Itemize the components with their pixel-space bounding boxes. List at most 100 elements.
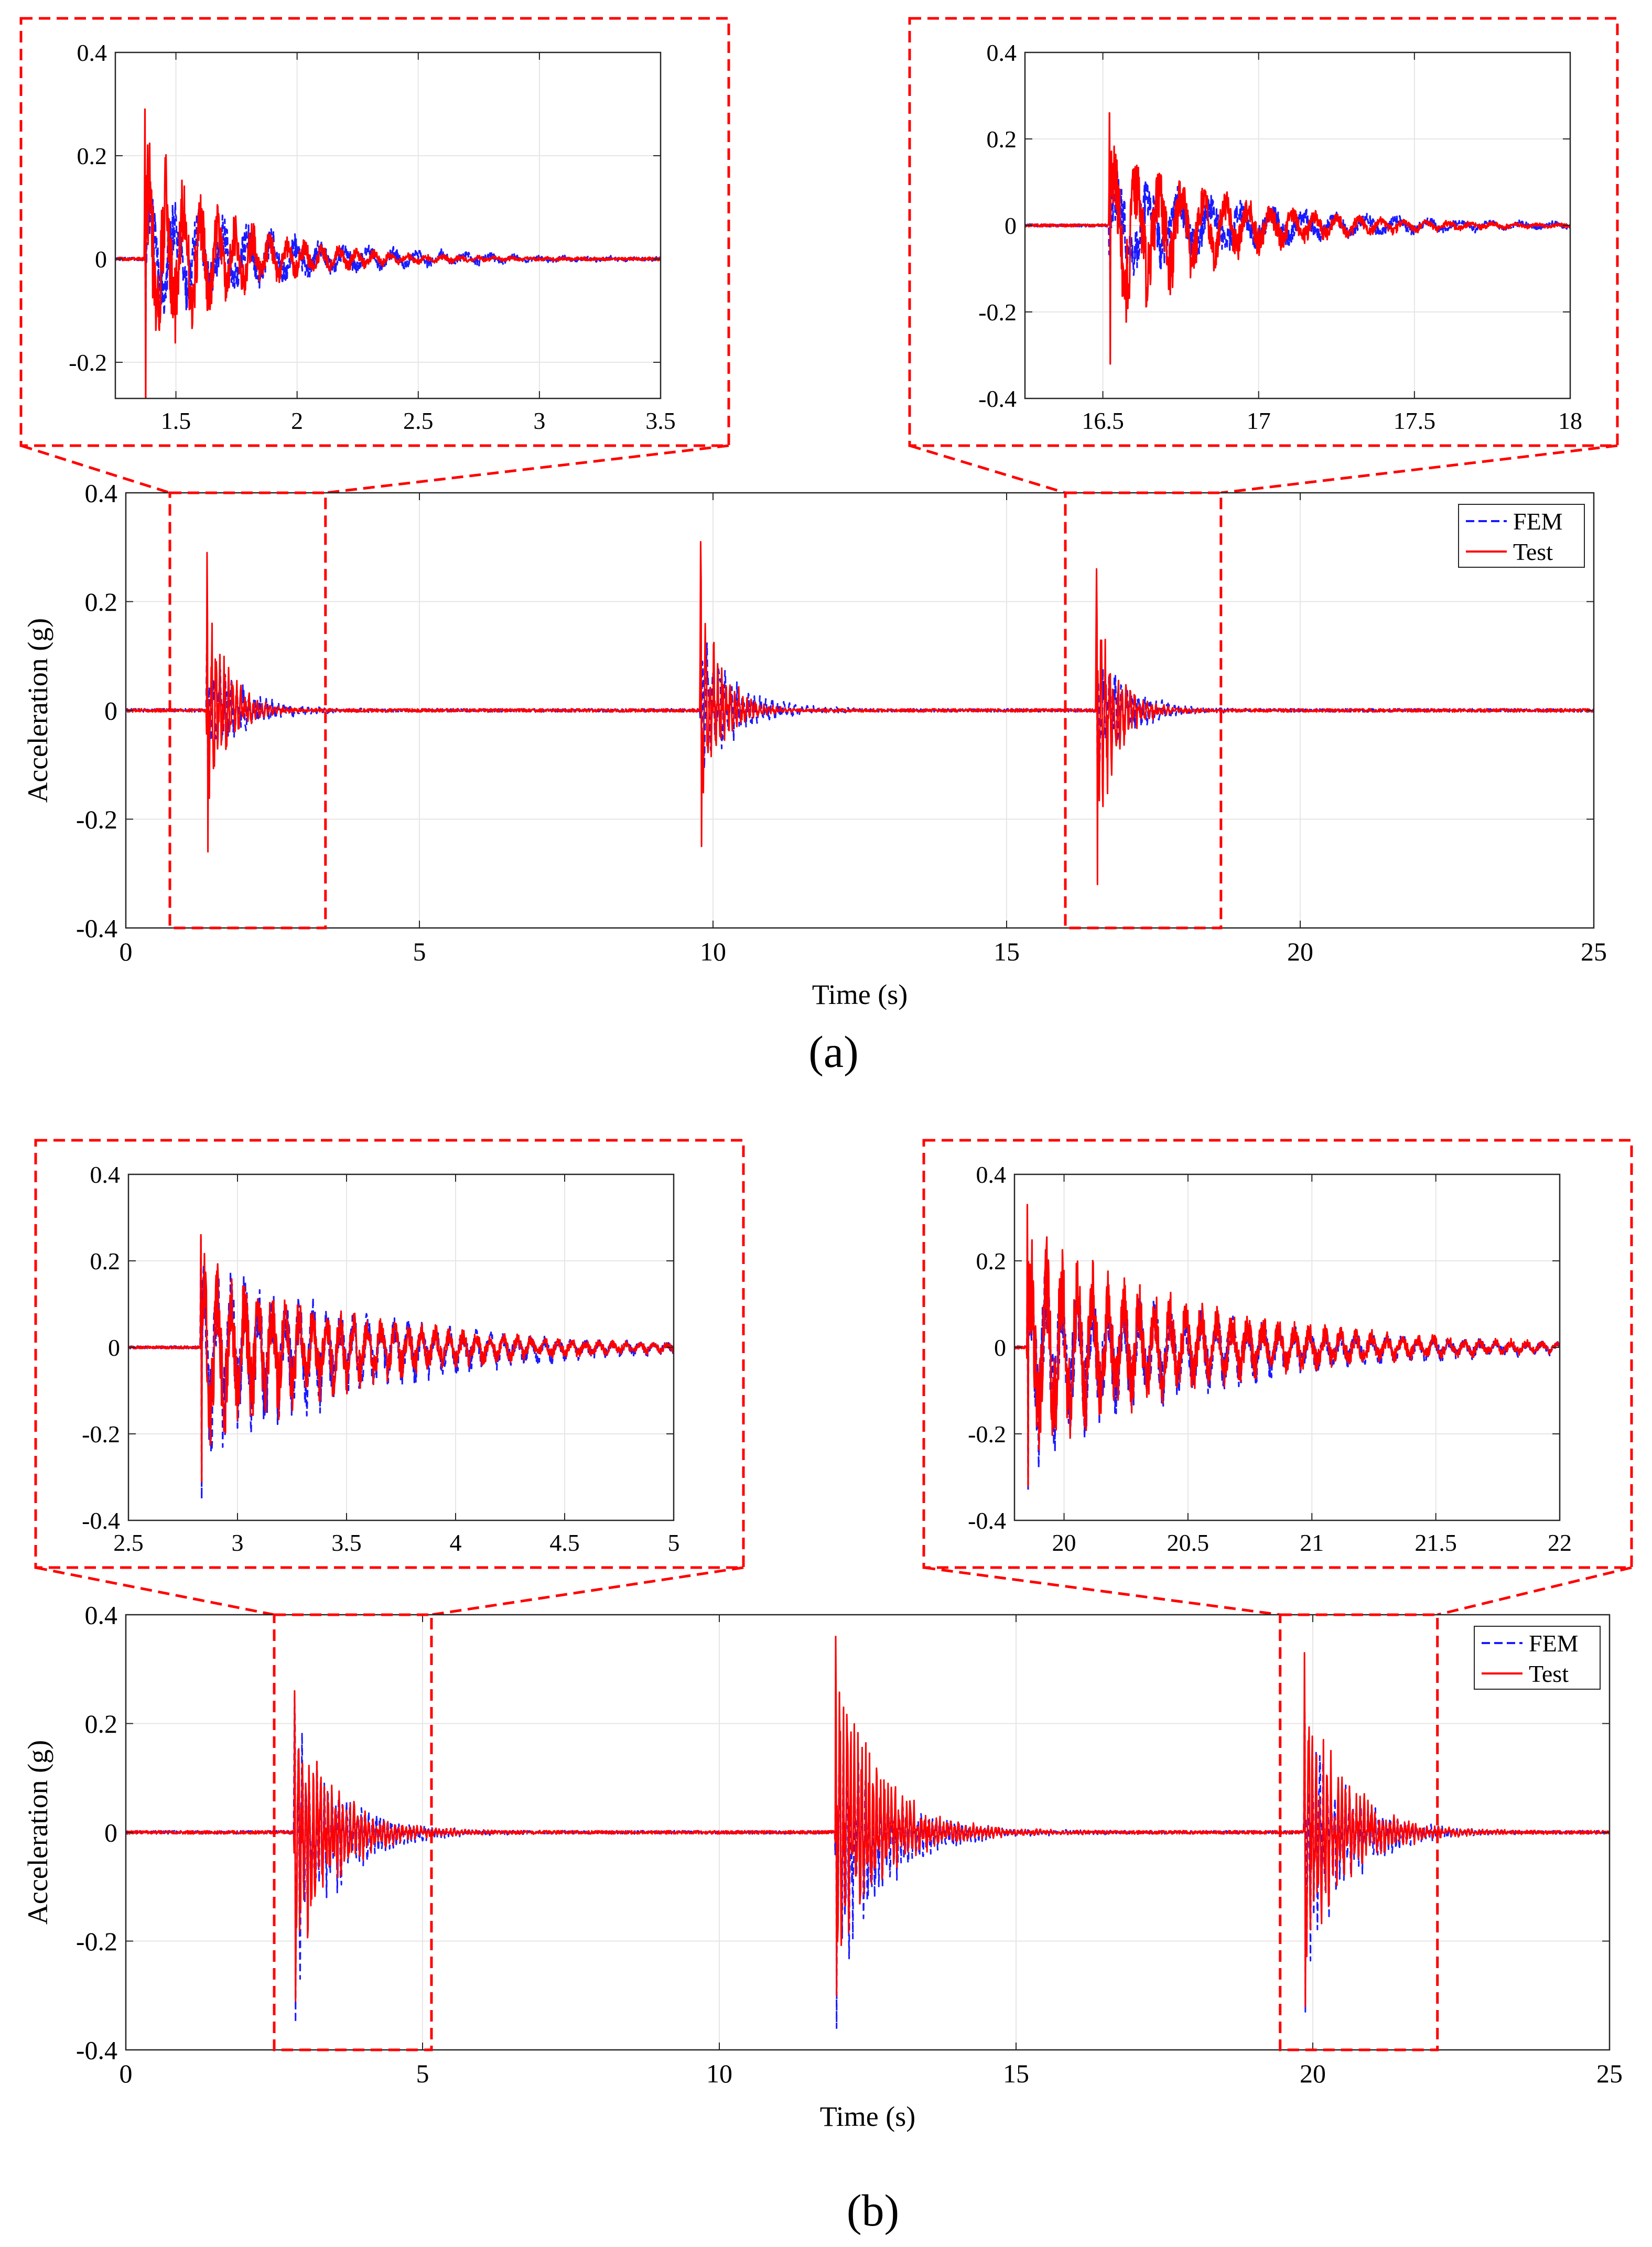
chart-main-b: 0 5 10 15 20 25 -0.4 -0.2 0 0.2 0.4 Time (s) Acceler…	[22, 1601, 1623, 2133]
zoom-connector	[325, 444, 729, 494]
y-tick-label: -0.4	[968, 1507, 1006, 1534]
y-tick-label: 0.2	[85, 587, 118, 617]
axes-box	[114, 51, 662, 399]
x-axis-label: Time (s)	[820, 2101, 916, 2132]
zoom-connector	[909, 444, 1066, 494]
y-tick-label: 0	[108, 1334, 120, 1361]
x-tick-label: 21	[1300, 1529, 1324, 1556]
x-tick-label: 3	[232, 1529, 244, 1556]
x-tick-label: 5	[416, 2059, 429, 2088]
y-tick-label: -0.2	[82, 1421, 120, 1447]
y-tick-label: -0.4	[978, 385, 1017, 412]
y-tick-label: -0.2	[968, 1421, 1006, 1447]
y-tick-label: 0.4	[77, 39, 107, 66]
y-tick-label: 0.4	[987, 39, 1017, 66]
y-tick-label: 0.4	[85, 479, 118, 508]
zoom-frame	[908, 17, 1619, 447]
x-tick-label: 16.5	[1082, 407, 1124, 434]
y-tick-label: 0.2	[976, 1248, 1007, 1274]
series-test	[115, 108, 661, 398]
x-tick-label: 1.5	[161, 407, 191, 434]
x-tick-label: 22	[1548, 1529, 1572, 1556]
series-test	[126, 1636, 1610, 2007]
zoom-connector	[1221, 444, 1618, 494]
y-tick-label: -0.2	[69, 349, 107, 376]
x-tick-label: 25	[1596, 2059, 1623, 2088]
x-tick-label: 15	[1003, 2059, 1029, 2088]
y-tick-label: 0.2	[90, 1248, 121, 1274]
x-tick-label: 25	[1581, 937, 1607, 966]
y-axis-label: Acceleration (g)	[22, 1740, 53, 1925]
y-tick-label: 0.2	[77, 143, 107, 169]
y-tick-label: 0	[104, 696, 117, 726]
x-axis-label: Time (s)	[812, 979, 908, 1010]
x-tick-label: 20.5	[1167, 1529, 1210, 1556]
series-test	[126, 541, 1594, 885]
x-tick-label: 15	[994, 937, 1020, 966]
y-tick-label: 0.4	[976, 1161, 1007, 1188]
x-tick-label: 5	[668, 1529, 680, 1556]
x-tick-label: 20	[1300, 2059, 1326, 2088]
zoom-connector	[923, 1566, 1281, 1616]
x-tick-label: 3.5	[331, 1529, 362, 1556]
x-tick-label: 2.5	[403, 407, 434, 434]
y-tick-label: 0	[104, 1818, 117, 1848]
x-tick-label: 3	[533, 407, 545, 434]
y-tick-label: -0.4	[76, 914, 117, 943]
x-tick-label: 4.5	[549, 1529, 580, 1556]
x-tick-label: 20	[1287, 937, 1313, 966]
legend-label-fem: FEM	[1513, 508, 1563, 535]
panel-b-label: (b)	[847, 2185, 899, 2235]
panel-a-label: (a)	[808, 1027, 858, 1077]
x-tick-label: 17.5	[1394, 407, 1436, 434]
y-tick-label: 0.2	[987, 126, 1017, 153]
zoom-frame	[19, 17, 730, 447]
x-tick-label: 10	[700, 937, 726, 966]
zoom-connector	[35, 1566, 275, 1616]
series-test	[128, 1234, 674, 1483]
y-tick-label: 0.2	[85, 1709, 118, 1738]
zoom-box	[273, 1613, 433, 2051]
zoom-frame	[922, 1139, 1633, 1569]
legend-box	[1474, 1626, 1601, 1690]
legend-box	[1458, 504, 1585, 568]
chart-inset-left-b: 2.5 3 3.5 4 4.5 5 -0.4 -0.2 0 0.2 0.4	[34, 1139, 745, 1569]
legend-label-test: Test	[1513, 538, 1553, 565]
x-tick-label: 18	[1558, 407, 1582, 434]
y-axis-label: Acceleration (g)	[22, 618, 53, 803]
x-tick-label: 2.5	[113, 1529, 144, 1556]
x-tick-label: 10	[706, 2059, 732, 2088]
legend: FEM Test	[1474, 1626, 1601, 1690]
x-tick-label: 4	[450, 1529, 462, 1556]
chart-inset-left-a: 1.5 2 2.5 3 3.5 -0.2 0 0.2 0.4	[19, 17, 730, 447]
x-tick-label: 21.5	[1415, 1529, 1457, 1556]
x-tick-label: 0	[120, 937, 133, 966]
series-test	[1025, 112, 1570, 365]
zoom-connector	[20, 444, 170, 494]
y-tick-label: -0.4	[82, 1507, 120, 1534]
x-tick-label: 2	[291, 407, 303, 434]
zoom-box	[1279, 1613, 1439, 2051]
y-tick-label: -0.2	[76, 805, 117, 834]
x-tick-label: 3.5	[645, 407, 676, 434]
zoom-box	[168, 491, 327, 930]
x-tick-label: 17	[1247, 407, 1271, 434]
chart-inset-right-b: 20 20.5 21 21.5 22 -0.4 -0.2 0 0.2 0.4	[922, 1139, 1633, 1569]
y-tick-label: -0.4	[76, 2036, 117, 2065]
y-tick-label: 0	[994, 1334, 1006, 1361]
zoom-connector	[1437, 1566, 1632, 1616]
y-tick-label: 0.4	[90, 1161, 121, 1188]
x-tick-label: 0	[120, 2059, 133, 2088]
x-tick-label: 5	[413, 937, 426, 966]
legend-label-fem: FEM	[1529, 1630, 1579, 1657]
y-tick-label: 0.4	[85, 1601, 118, 1630]
y-tick-label: 0	[1005, 212, 1017, 239]
chart-inset-right-a: 16.5 17 17.5 18 -0.4 -0.2 0 0.2 0.4	[908, 17, 1619, 447]
zoom-frame	[34, 1139, 745, 1569]
series-test	[1014, 1204, 1560, 1487]
y-tick-label: -0.2	[978, 299, 1017, 326]
y-tick-label: 0	[95, 246, 107, 273]
zoom-box	[1064, 491, 1223, 930]
